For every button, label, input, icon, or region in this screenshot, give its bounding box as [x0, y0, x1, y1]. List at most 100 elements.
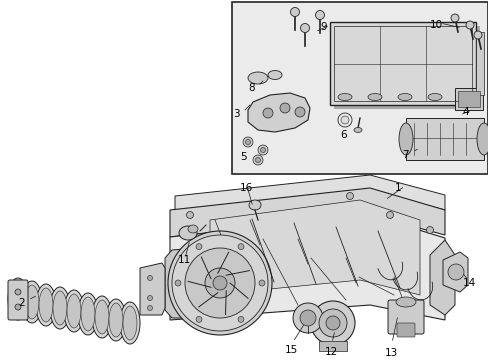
Ellipse shape	[22, 281, 42, 323]
Text: 15: 15	[285, 345, 298, 355]
Circle shape	[147, 275, 152, 280]
Bar	[405, 118, 483, 160]
Circle shape	[292, 303, 323, 333]
Ellipse shape	[95, 300, 109, 334]
Ellipse shape	[179, 226, 197, 240]
Circle shape	[213, 276, 226, 290]
Text: 7: 7	[401, 150, 408, 160]
Bar	[457, 91, 479, 107]
Polygon shape	[170, 188, 444, 237]
Circle shape	[238, 316, 244, 322]
Circle shape	[340, 116, 348, 124]
Circle shape	[260, 148, 265, 153]
Ellipse shape	[353, 127, 361, 132]
Polygon shape	[170, 215, 444, 320]
Text: 5: 5	[240, 152, 246, 162]
Circle shape	[426, 226, 433, 234]
Ellipse shape	[427, 94, 441, 100]
FancyBboxPatch shape	[387, 300, 423, 334]
Ellipse shape	[81, 297, 95, 331]
Bar	[231, 2, 487, 174]
Ellipse shape	[367, 94, 381, 100]
Circle shape	[290, 8, 299, 17]
Ellipse shape	[11, 282, 25, 316]
Ellipse shape	[67, 294, 81, 328]
Circle shape	[147, 296, 152, 301]
Circle shape	[386, 211, 393, 219]
Bar	[333, 26, 471, 101]
Circle shape	[447, 264, 463, 280]
Text: 6: 6	[339, 130, 346, 140]
Circle shape	[315, 10, 324, 19]
Circle shape	[299, 310, 315, 326]
Circle shape	[258, 145, 267, 155]
Circle shape	[263, 108, 272, 118]
Ellipse shape	[8, 278, 28, 320]
Polygon shape	[209, 200, 419, 295]
Text: 16: 16	[240, 183, 253, 193]
Polygon shape	[175, 175, 444, 212]
Circle shape	[294, 107, 305, 117]
Polygon shape	[429, 240, 454, 315]
Ellipse shape	[337, 94, 351, 100]
Circle shape	[280, 103, 289, 113]
Ellipse shape	[476, 123, 488, 155]
Text: 4: 4	[461, 107, 468, 117]
Circle shape	[245, 139, 250, 144]
Ellipse shape	[248, 200, 261, 210]
Bar	[454, 88, 482, 110]
Circle shape	[15, 304, 21, 310]
Circle shape	[473, 31, 481, 39]
Circle shape	[255, 158, 260, 162]
Ellipse shape	[123, 306, 137, 340]
Ellipse shape	[50, 287, 70, 329]
Ellipse shape	[398, 123, 412, 155]
Circle shape	[196, 316, 202, 322]
Circle shape	[318, 309, 346, 337]
Ellipse shape	[397, 94, 411, 100]
Circle shape	[168, 231, 271, 335]
Bar	[318, 341, 346, 351]
Circle shape	[196, 244, 202, 249]
Circle shape	[465, 21, 473, 29]
Circle shape	[147, 306, 152, 310]
Circle shape	[172, 235, 267, 331]
Polygon shape	[247, 93, 309, 132]
Ellipse shape	[36, 284, 56, 326]
Text: 14: 14	[462, 278, 475, 288]
Ellipse shape	[25, 285, 39, 319]
Bar	[475, 32, 483, 95]
Circle shape	[346, 193, 353, 199]
Ellipse shape	[395, 297, 415, 307]
Bar	[333, 26, 479, 109]
Text: 11: 11	[178, 255, 191, 265]
FancyBboxPatch shape	[8, 280, 28, 320]
Ellipse shape	[106, 299, 126, 341]
Text: 9: 9	[319, 22, 326, 32]
Ellipse shape	[120, 302, 140, 344]
Text: 12: 12	[325, 347, 338, 357]
Polygon shape	[140, 263, 164, 315]
Text: 10: 10	[429, 20, 442, 30]
Circle shape	[186, 211, 193, 219]
Ellipse shape	[109, 303, 123, 337]
Circle shape	[175, 280, 181, 286]
Circle shape	[204, 268, 235, 298]
Ellipse shape	[92, 296, 112, 338]
Polygon shape	[164, 248, 204, 318]
Polygon shape	[442, 252, 467, 292]
Ellipse shape	[247, 72, 267, 84]
Circle shape	[259, 280, 264, 286]
Ellipse shape	[64, 290, 84, 332]
Text: 13: 13	[384, 348, 397, 358]
Text: 8: 8	[247, 83, 254, 93]
Ellipse shape	[53, 291, 67, 325]
Ellipse shape	[78, 293, 98, 335]
Text: 3: 3	[232, 109, 239, 119]
Ellipse shape	[39, 288, 53, 322]
Circle shape	[300, 23, 309, 32]
Circle shape	[450, 14, 458, 22]
FancyBboxPatch shape	[396, 323, 414, 337]
Text: 2: 2	[18, 298, 24, 308]
Circle shape	[238, 244, 244, 249]
